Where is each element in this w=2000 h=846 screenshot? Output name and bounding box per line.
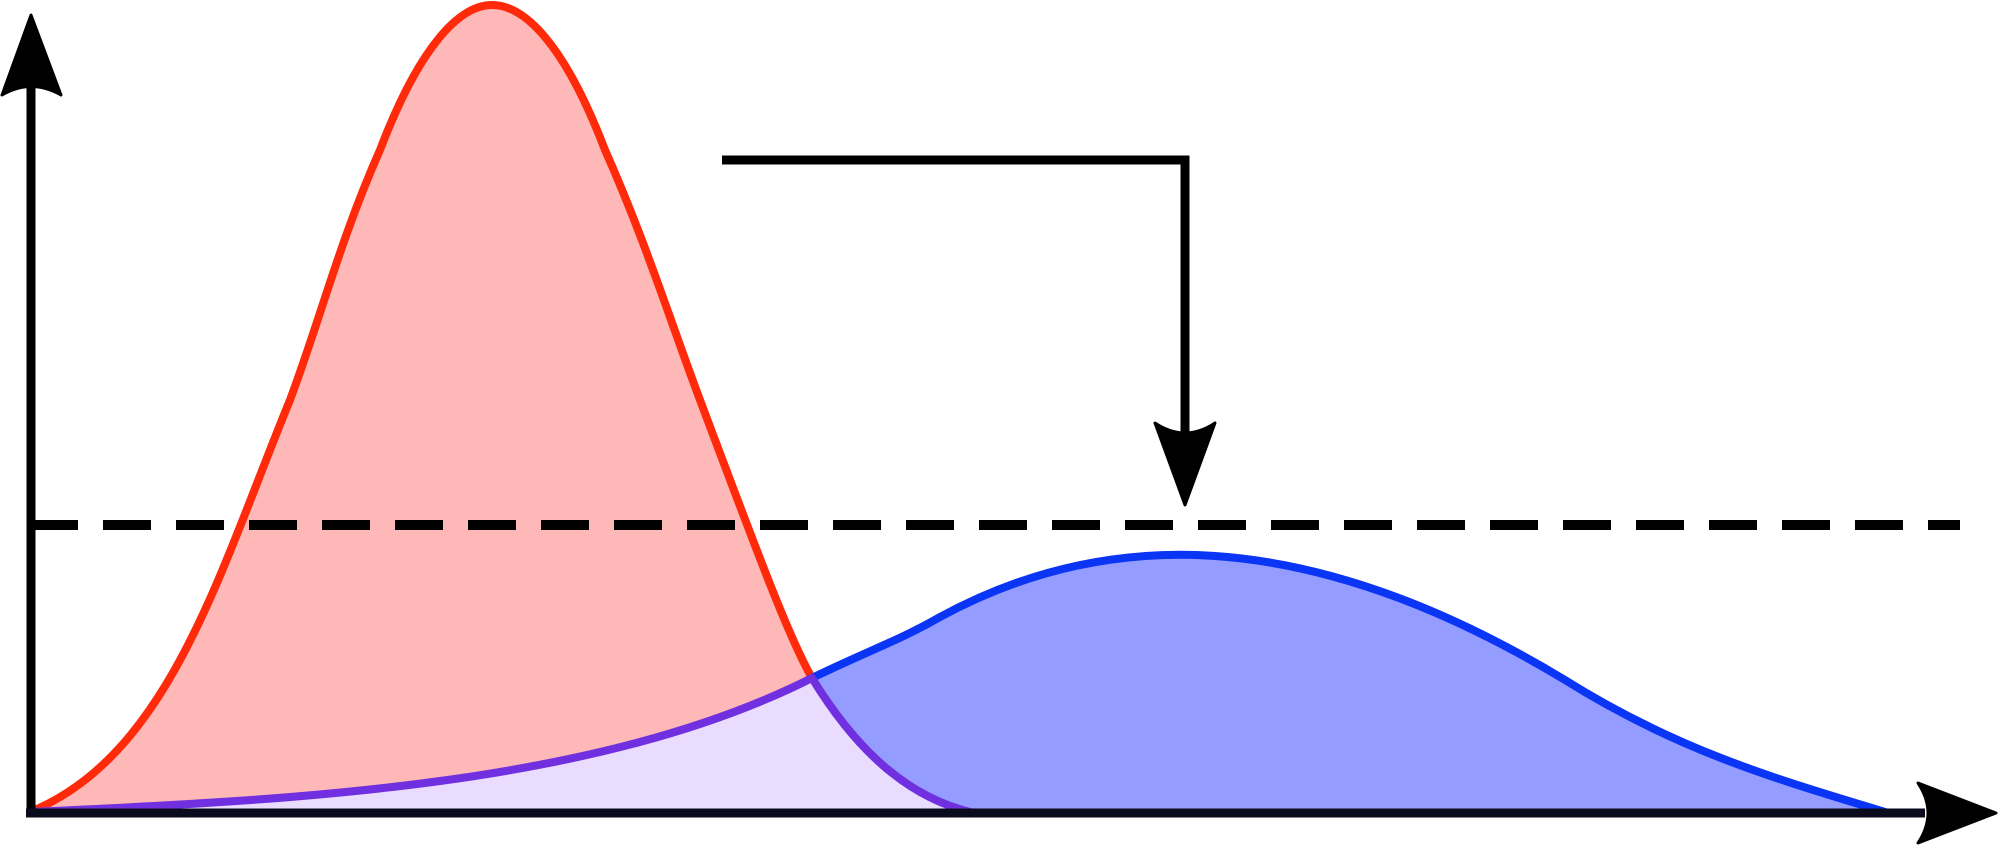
callout-arrowhead xyxy=(1153,421,1217,507)
red-curve-fill xyxy=(30,5,970,812)
overlap-boundary-left xyxy=(26,674,816,816)
red-curve xyxy=(26,1,816,816)
x-axis-arrowhead xyxy=(1916,781,1998,845)
callout-arrow-line xyxy=(722,155,1190,440)
blue-curve xyxy=(808,550,1889,816)
overlap-boundary-right xyxy=(808,674,974,816)
y-axis-arrowhead xyxy=(0,13,63,97)
overlap-region-fill xyxy=(30,678,970,812)
blue-curve-fill xyxy=(30,554,1885,812)
